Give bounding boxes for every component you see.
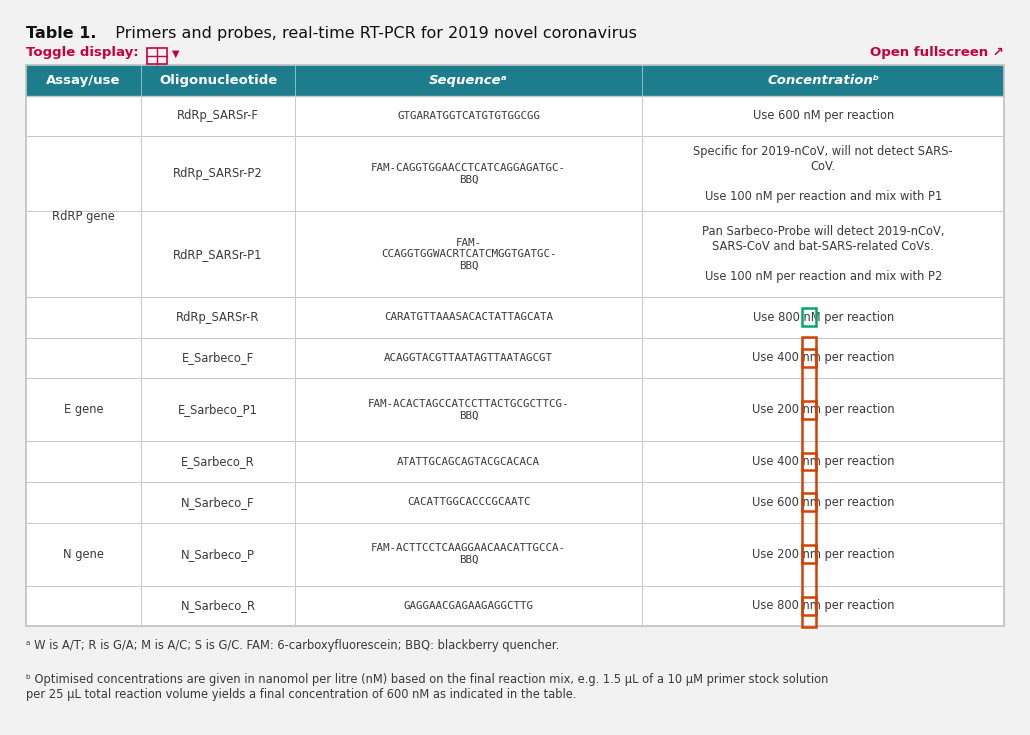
Text: E_Sarbeco_P1: E_Sarbeco_P1 — [178, 404, 258, 416]
Text: FAM-CAGGTGGAACCTCATCAGGAGATGC-
BBQ: FAM-CAGGTGGAACCTCATCAGGAGATGC- BBQ — [371, 163, 566, 184]
Text: N gene: N gene — [63, 548, 104, 561]
Text: RdRP_SARSr-P1: RdRP_SARSr-P1 — [173, 248, 263, 261]
Text: RdRp_SARSr-P2: RdRp_SARSr-P2 — [173, 168, 263, 180]
Text: Toggle display:: Toggle display: — [26, 46, 143, 60]
Text: N_Sarbeco_F: N_Sarbeco_F — [181, 495, 254, 509]
Text: E_Sarbeco_F: E_Sarbeco_F — [182, 351, 254, 365]
Text: Sequenceᵃ: Sequenceᵃ — [430, 74, 508, 87]
Text: CARATGTTAAASACACTATTAGCATA: CARATGTTAAASACACTATTAGCATA — [384, 312, 553, 322]
Text: ᵇ Optimised concentrations are given in nanomol per litre (nM) based on the fina: ᵇ Optimised concentrations are given in … — [26, 673, 828, 700]
Text: Use 200 nm per reaction: Use 200 nm per reaction — [752, 404, 894, 416]
Text: Use 800 nm per reaction: Use 800 nm per reaction — [752, 599, 894, 612]
Text: E gene: E gene — [64, 404, 103, 416]
Text: ACAGGTACGTTAATAGTTAATAGCGT: ACAGGTACGTTAATAGTTAATAGCGT — [384, 353, 553, 363]
Text: RdRp_SARSr-R: RdRp_SARSr-R — [176, 311, 260, 323]
Text: Use 400 nm per reaction: Use 400 nm per reaction — [752, 351, 894, 365]
Text: ᵃ W is A/T; R is G/A; M is A/C; S is G/C. FAM: 6-carboxyfluorescein; BBQ: blackb: ᵃ W is A/T; R is G/A; M is A/C; S is G/C… — [26, 639, 559, 653]
Text: CACATTGGCACCCGCAATC: CACATTGGCACCCGCAATC — [407, 497, 530, 507]
Text: Use 200 nm per reaction: Use 200 nm per reaction — [752, 548, 894, 561]
Text: Table 1.: Table 1. — [26, 26, 96, 40]
Text: FAM-
CCAGGTGGWACRTCATCMGGTGATGC-
BBQ: FAM- CCAGGTGGWACRTCATCMGGTGATGC- BBQ — [381, 237, 556, 270]
Text: Pan Sarbeco-Probe will detect 2019-nCoV,
SARS-CoV and bat-SARS-related CoVs.

Us: Pan Sarbeco-Probe will detect 2019-nCoV,… — [702, 225, 945, 283]
FancyBboxPatch shape — [295, 65, 643, 96]
FancyBboxPatch shape — [643, 65, 1004, 96]
Text: FAM-ACACTAGCCATCCTTACTGCGCTTCG-
BBQ: FAM-ACACTAGCCATCCTTACTGCGCTTCG- BBQ — [368, 399, 570, 420]
Text: Concentrationᵇ: Concentrationᵇ — [767, 74, 880, 87]
Text: Use 800 nM per reaction: Use 800 nM per reaction — [753, 311, 894, 323]
FancyBboxPatch shape — [141, 65, 295, 96]
Text: Use 400 nm per reaction: Use 400 nm per reaction — [752, 455, 894, 468]
Text: ATATTGCAGCAGTACGCACACA: ATATTGCAGCAGTACGCACACA — [397, 456, 540, 467]
Text: Assay/use: Assay/use — [46, 74, 121, 87]
Text: Oligonucleotide: Oligonucleotide — [159, 74, 277, 87]
Text: ▼: ▼ — [172, 49, 179, 59]
Text: GTGARATGGTCATGTGTGGCGG: GTGARATGGTCATGTGTGGCGG — [397, 111, 540, 121]
FancyBboxPatch shape — [26, 65, 141, 96]
Text: Use 600 nM per reaction: Use 600 nM per reaction — [753, 110, 894, 123]
Text: Open fullscreen ↗: Open fullscreen ↗ — [870, 46, 1004, 60]
Text: FAM-ACTTCCTCAAGGAACAACATTGCCA-
BBQ: FAM-ACTTCCTCAAGGAACAACATTGCCA- BBQ — [371, 543, 566, 564]
Text: RdRP gene: RdRP gene — [53, 210, 115, 223]
Text: N_Sarbeco_R: N_Sarbeco_R — [180, 599, 255, 612]
Text: RdRp_SARSr-F: RdRp_SARSr-F — [177, 110, 259, 123]
Text: Use 600 nm per reaction: Use 600 nm per reaction — [752, 495, 894, 509]
Text: GAGGAACGAGAAGAGGCTTG: GAGGAACGAGAAGAGGCTTG — [404, 601, 534, 611]
FancyBboxPatch shape — [26, 65, 1004, 626]
Text: Primers and probes, real-time RT-PCR for 2019 novel coronavirus: Primers and probes, real-time RT-PCR for… — [105, 26, 637, 40]
Text: E_Sarbeco_R: E_Sarbeco_R — [181, 455, 254, 468]
Text: N_Sarbeco_P: N_Sarbeco_P — [181, 548, 255, 561]
Text: Specific for 2019-nCoV, will not detect SARS-
CoV.

Use 100 nM per reaction and : Specific for 2019-nCoV, will not detect … — [693, 145, 953, 203]
